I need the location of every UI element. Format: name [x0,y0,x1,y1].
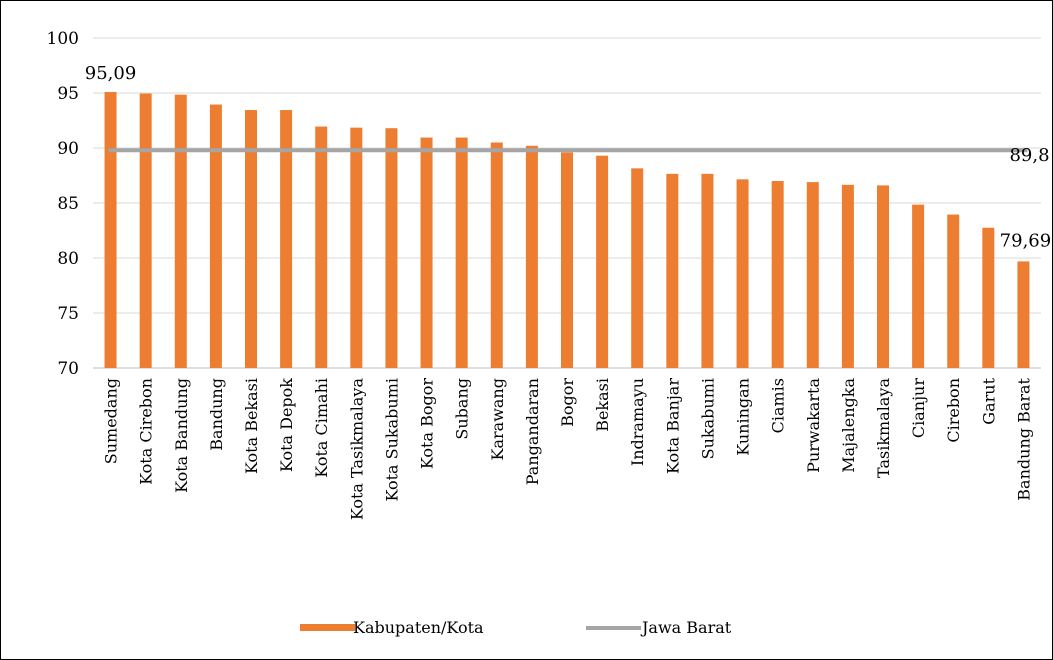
legend-swatch-kabupaten-kota [300,624,355,631]
category-label-majalengka: Majalengka [839,378,858,473]
data-label-bandung-barat-kabupaten-kota: 79,69 [1000,230,1052,251]
legend-label-kabupaten-kota: Kabupaten/Kota [353,618,484,637]
category-label-cianjur: Cianjur [909,378,928,438]
bars [104,92,1030,369]
category-label-bandung-barat: Bandung Barat [1014,377,1033,500]
data-label-sumedang-kabupaten-kota: 95,09 [85,63,137,84]
category-label-indramayu: Indramayu [628,378,647,466]
category-label-garut: Garut [979,377,998,424]
x-axis-categories: Sumedang Kota Cirebon Kota Bandung Bandung K… [102,377,1034,520]
bar-kota-cirebon [139,93,152,369]
category-label-kota-cirebon: Kota Cirebon [137,378,156,485]
category-label-kuningan: Kuningan [734,378,753,456]
bar-pangandaran [525,145,538,368]
category-label-kota-tasikmalaya: Kota Tasikmalaya [347,378,366,521]
bar-kota-sukabumi [385,128,398,368]
bar-indramayu [631,168,644,368]
category-label-cirebon: Cirebon [944,378,963,443]
bar-kota-depok [280,110,293,369]
legend: Kabupaten/Kota Jawa Barat [300,618,732,637]
category-label-subang: Subang [453,378,472,440]
data-label-bandung-barat-jawa-barat: 89,8 [1009,145,1049,166]
bar-purwakarta [806,182,819,368]
category-label-bandung: Bandung [207,378,226,451]
category-label-sumedang: Sumedang [102,378,121,464]
category-label-kota-depok: Kota Depok [277,378,296,472]
bar-kota-cimahi [315,126,328,368]
category-label-kota-cimahi: Kota Cimahi [312,378,331,478]
bar-kota-tasikmalaya [350,127,363,369]
bar-cianjur [912,204,925,368]
bar-garut [982,227,995,368]
category-label-bekasi: Bekasi [593,378,612,432]
legend-label-jawa-barat: Jawa Barat [640,618,732,637]
y-tick-label-70: 70 [57,359,79,379]
bar-subang [455,137,468,368]
bar-bogor [561,152,573,368]
bar-sukabumi [701,173,714,368]
category-label-kota-bandung: Kota Bandung [172,378,191,493]
bar-kota-bandung [174,94,187,369]
y-tick-label-90: 90 [57,139,79,159]
category-label-bogor: Bogor [558,378,577,427]
bar-bandung-barat [1017,261,1030,368]
category-label-kota-sukabumi: Kota Sukabumi [382,378,401,502]
y-axis-ticks: 70 75 80 85 90 95 100 [47,29,79,379]
y-tick-label-80: 80 [57,249,79,269]
bar-kuningan [736,179,749,368]
bar-karawang [490,142,503,368]
category-label-pangandaran: Pangandaran [523,378,542,485]
bar-bekasi [596,155,609,368]
bar-sumedang [104,92,117,368]
bar-majalengka [841,184,854,368]
bar-kota-bogor [420,137,433,368]
category-label-ciamis: Ciamis [769,378,788,433]
y-tick-label-85: 85 [57,194,79,214]
category-label-sukabumi: Sukabumi [698,378,717,459]
category-label-kota-banjar: Kota Banjar [663,378,682,474]
y-tick-label-95: 95 [57,84,79,104]
bar-tasikmalaya [877,185,889,368]
data-labels: 95,09 79,69 89,8 [85,63,1051,251]
bar-kota-bekasi [245,110,257,369]
bar-bandung [209,104,222,369]
category-label-kota-bogor: Kota Bogor [418,378,437,469]
y-tick-label-100: 100 [47,29,79,49]
bar-cirebon [947,214,960,368]
bar-ciamis [771,181,784,368]
category-label-kota-bekasi: Kota Bekasi [242,378,261,474]
category-label-karawang: Karawang [488,378,507,460]
category-label-tasikmalaya: Tasikmalaya [874,378,893,478]
bar-kota-banjar [666,173,679,368]
category-label-purwakarta: Purwakarta [804,378,823,473]
y-tick-label-75: 75 [57,304,79,324]
